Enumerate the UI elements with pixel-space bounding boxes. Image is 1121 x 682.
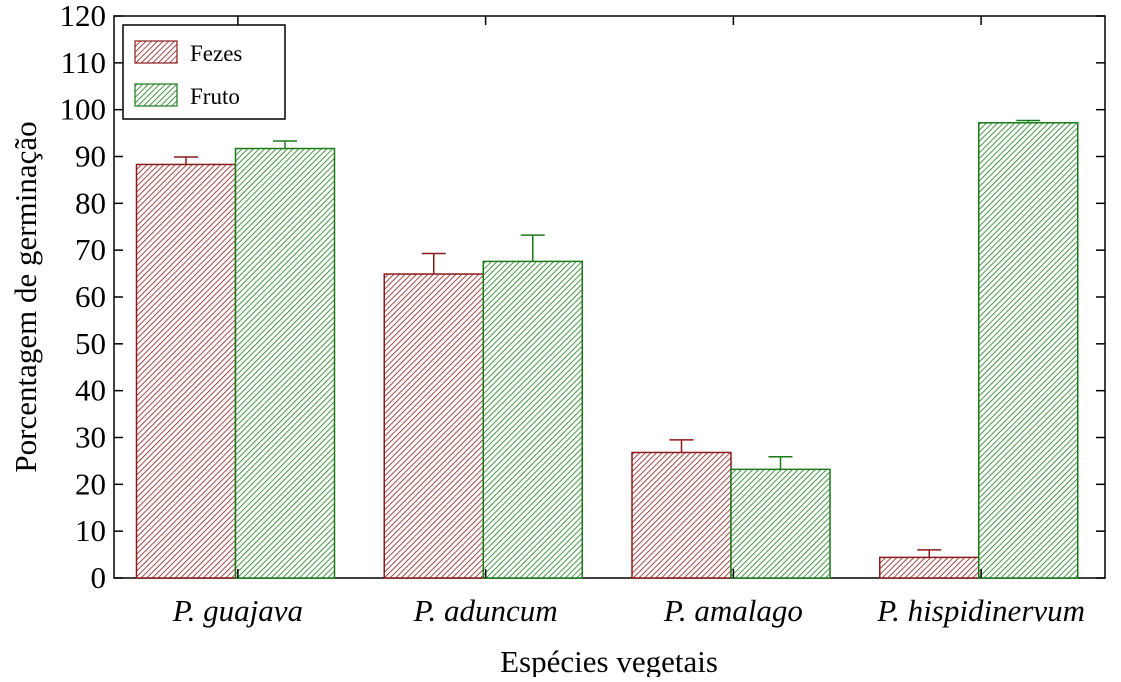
legend: Fezes Fruto [122,24,286,120]
x-category-label: P. guajava [172,593,303,628]
legend-label-fruto: Fruto [190,84,240,109]
y-tick-label: 70 [75,232,106,267]
bar-fezes-3 [879,556,980,579]
y-axis: 0 10 20 30 40 50 60 70 80 90 100 110 120 [60,0,1105,595]
y-tick-label: 10 [75,513,106,548]
y-axis-title: Porcentagem de germinação [8,121,43,472]
bar-fezes-2 [631,451,732,579]
x-category-label: P. amalago [663,593,803,628]
y-tick-label: 0 [91,560,107,595]
y-tick-label: 20 [75,466,106,501]
bar-fruto-3 [978,122,1079,579]
bars-group [135,119,1079,579]
y-tick-label: 90 [75,139,106,174]
y-tick-label: 120 [60,0,107,33]
y-tick-label: 50 [75,326,106,361]
x-category-label: P. hispidinervum [876,593,1085,628]
y-tick-label: 100 [60,92,107,127]
y-tick-label: 40 [75,373,106,408]
y-tick-label: 110 [61,45,106,80]
x-category-label: P. aduncum [413,593,558,628]
legend-swatch-fezes [134,40,178,64]
y-tick-label: 60 [75,279,106,314]
bar-fruto-1 [482,260,583,579]
bar-fezes-0 [135,163,237,579]
legend-swatch-fruto [134,83,178,107]
y-tick-label: 80 [75,185,106,220]
bar-fruto-0 [234,147,336,579]
x-axis-title: Espécies vegetais [500,644,718,677]
legend-label-fezes: Fezes [190,41,242,66]
bar-fezes-1 [383,273,484,579]
x-axis: P. guajava P. aduncum P. amalago P. hispidi… [172,16,1085,628]
y-tick-label: 30 [75,420,106,455]
bar-fruto-2 [730,468,831,579]
